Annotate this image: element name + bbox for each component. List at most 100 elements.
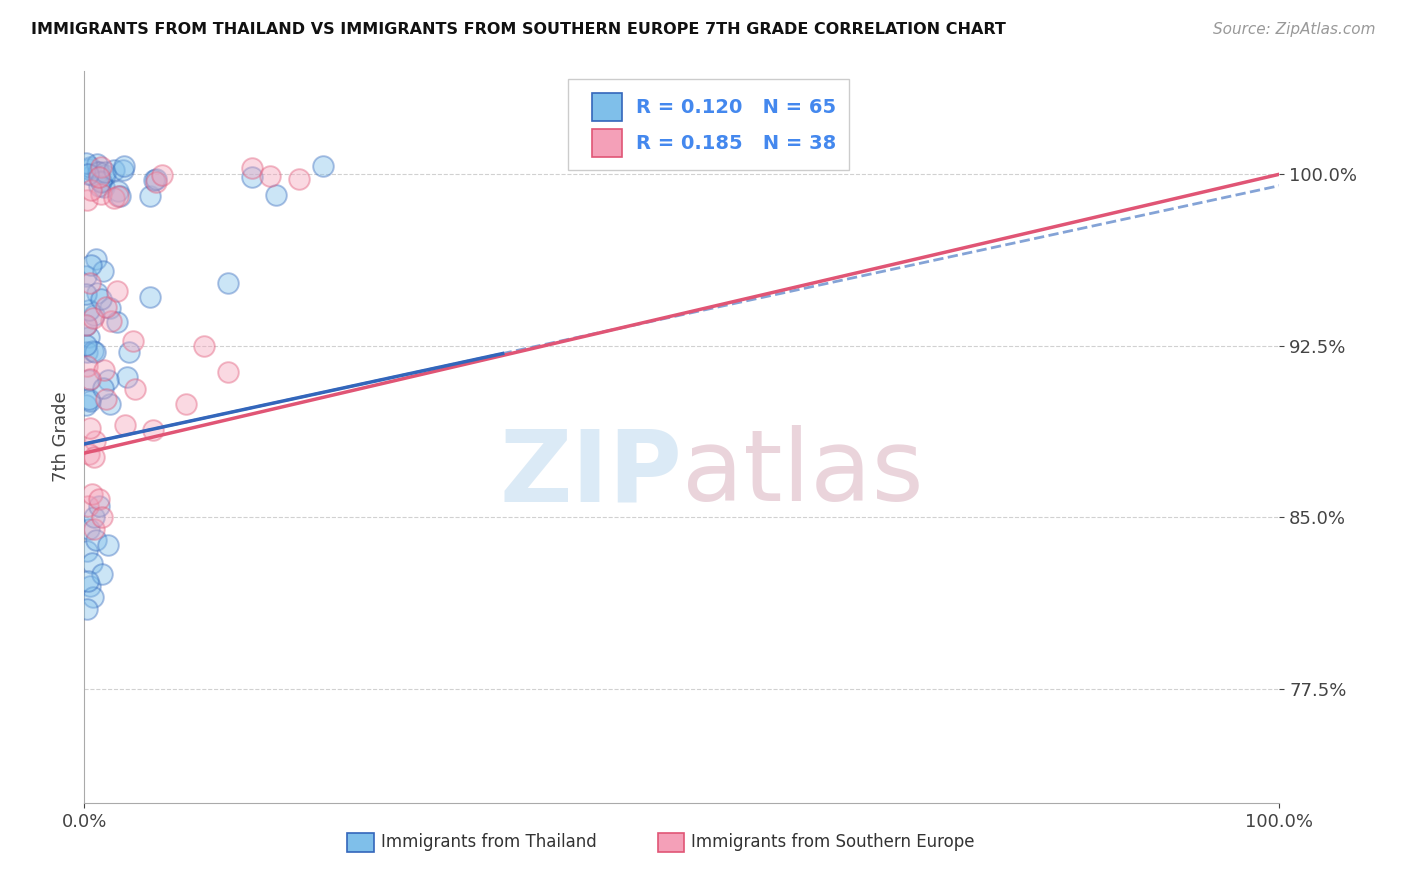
Point <box>89 170 111 185</box>
Point <box>94 165 117 179</box>
Point <box>107 189 129 203</box>
Text: Immigrants from Southern Europe: Immigrants from Southern Europe <box>692 833 974 851</box>
Point <box>98 301 121 316</box>
Point <box>86 165 108 179</box>
Point <box>75 156 97 170</box>
Point <box>79 393 101 408</box>
Point <box>75 287 97 301</box>
Point <box>83 308 105 322</box>
Point <box>76 359 98 373</box>
Point <box>139 290 162 304</box>
Point <box>312 160 335 174</box>
Point <box>107 184 129 198</box>
Point <box>97 537 120 551</box>
Point <box>112 159 135 173</box>
Point <box>77 447 100 461</box>
Text: atlas: atlas <box>682 425 924 522</box>
Point <box>80 487 103 501</box>
Point <box>90 187 112 202</box>
Point <box>82 590 104 604</box>
Point <box>75 268 97 283</box>
FancyBboxPatch shape <box>347 833 374 852</box>
Text: R = 0.185   N = 38: R = 0.185 N = 38 <box>637 134 837 153</box>
Point <box>118 344 141 359</box>
Point <box>83 522 105 536</box>
Point <box>259 169 281 184</box>
Point <box>87 178 110 193</box>
Point <box>86 286 108 301</box>
Point <box>100 313 122 327</box>
Point <box>97 373 120 387</box>
Point <box>105 285 128 299</box>
Point <box>94 168 117 182</box>
Point <box>145 172 167 186</box>
Point <box>288 172 311 186</box>
Point <box>80 168 103 182</box>
Point <box>79 330 101 344</box>
Point <box>87 165 110 179</box>
Point <box>103 191 125 205</box>
Point <box>142 423 165 437</box>
Point <box>174 396 197 410</box>
Point <box>77 499 100 513</box>
Point <box>83 510 105 524</box>
Point <box>124 382 146 396</box>
Point <box>76 193 98 207</box>
Point <box>93 179 115 194</box>
Point <box>83 434 105 448</box>
Point <box>82 343 104 358</box>
Point <box>75 318 97 333</box>
Point <box>91 263 114 277</box>
Point <box>91 510 114 524</box>
Text: ZIP: ZIP <box>499 425 682 522</box>
Point <box>115 370 138 384</box>
Point <box>80 258 103 272</box>
Point <box>264 188 287 202</box>
Point <box>83 345 105 359</box>
Point <box>87 491 110 506</box>
FancyBboxPatch shape <box>658 833 685 852</box>
Point <box>84 252 107 267</box>
Point <box>76 167 98 181</box>
Point <box>90 175 112 189</box>
FancyBboxPatch shape <box>592 94 623 121</box>
Point <box>86 157 108 171</box>
Point <box>79 162 101 177</box>
Point <box>76 345 98 359</box>
Point <box>75 318 97 332</box>
Text: IMMIGRANTS FROM THAILAND VS IMMIGRANTS FROM SOUTHERN EUROPE 7TH GRADE CORRELATIO: IMMIGRANTS FROM THAILAND VS IMMIGRANTS F… <box>31 22 1005 37</box>
Point <box>82 311 104 326</box>
Point <box>96 300 118 314</box>
Point <box>79 421 101 435</box>
Point <box>76 544 98 558</box>
Point <box>91 567 114 582</box>
Point <box>193 339 215 353</box>
Point <box>90 174 112 188</box>
Point <box>93 362 115 376</box>
Point <box>77 373 100 387</box>
Point <box>110 189 132 203</box>
Text: R = 0.120   N = 65: R = 0.120 N = 65 <box>637 98 837 117</box>
Point <box>145 175 167 189</box>
Point <box>240 169 263 184</box>
Point <box>91 381 114 395</box>
Point <box>87 499 110 513</box>
FancyBboxPatch shape <box>592 129 623 157</box>
Point <box>77 302 100 317</box>
Point <box>86 533 108 547</box>
Point <box>80 556 103 570</box>
Point <box>98 397 121 411</box>
Point <box>217 276 239 290</box>
Point <box>75 338 97 352</box>
Point <box>111 162 134 177</box>
Point <box>77 574 100 588</box>
Point <box>79 372 101 386</box>
Text: Immigrants from Thailand: Immigrants from Thailand <box>381 833 596 851</box>
Point <box>121 334 143 349</box>
Point <box>139 189 162 203</box>
FancyBboxPatch shape <box>568 78 849 170</box>
Text: Source: ZipAtlas.com: Source: ZipAtlas.com <box>1212 22 1375 37</box>
Point <box>114 418 136 433</box>
Point <box>79 579 101 593</box>
Point <box>79 160 101 174</box>
